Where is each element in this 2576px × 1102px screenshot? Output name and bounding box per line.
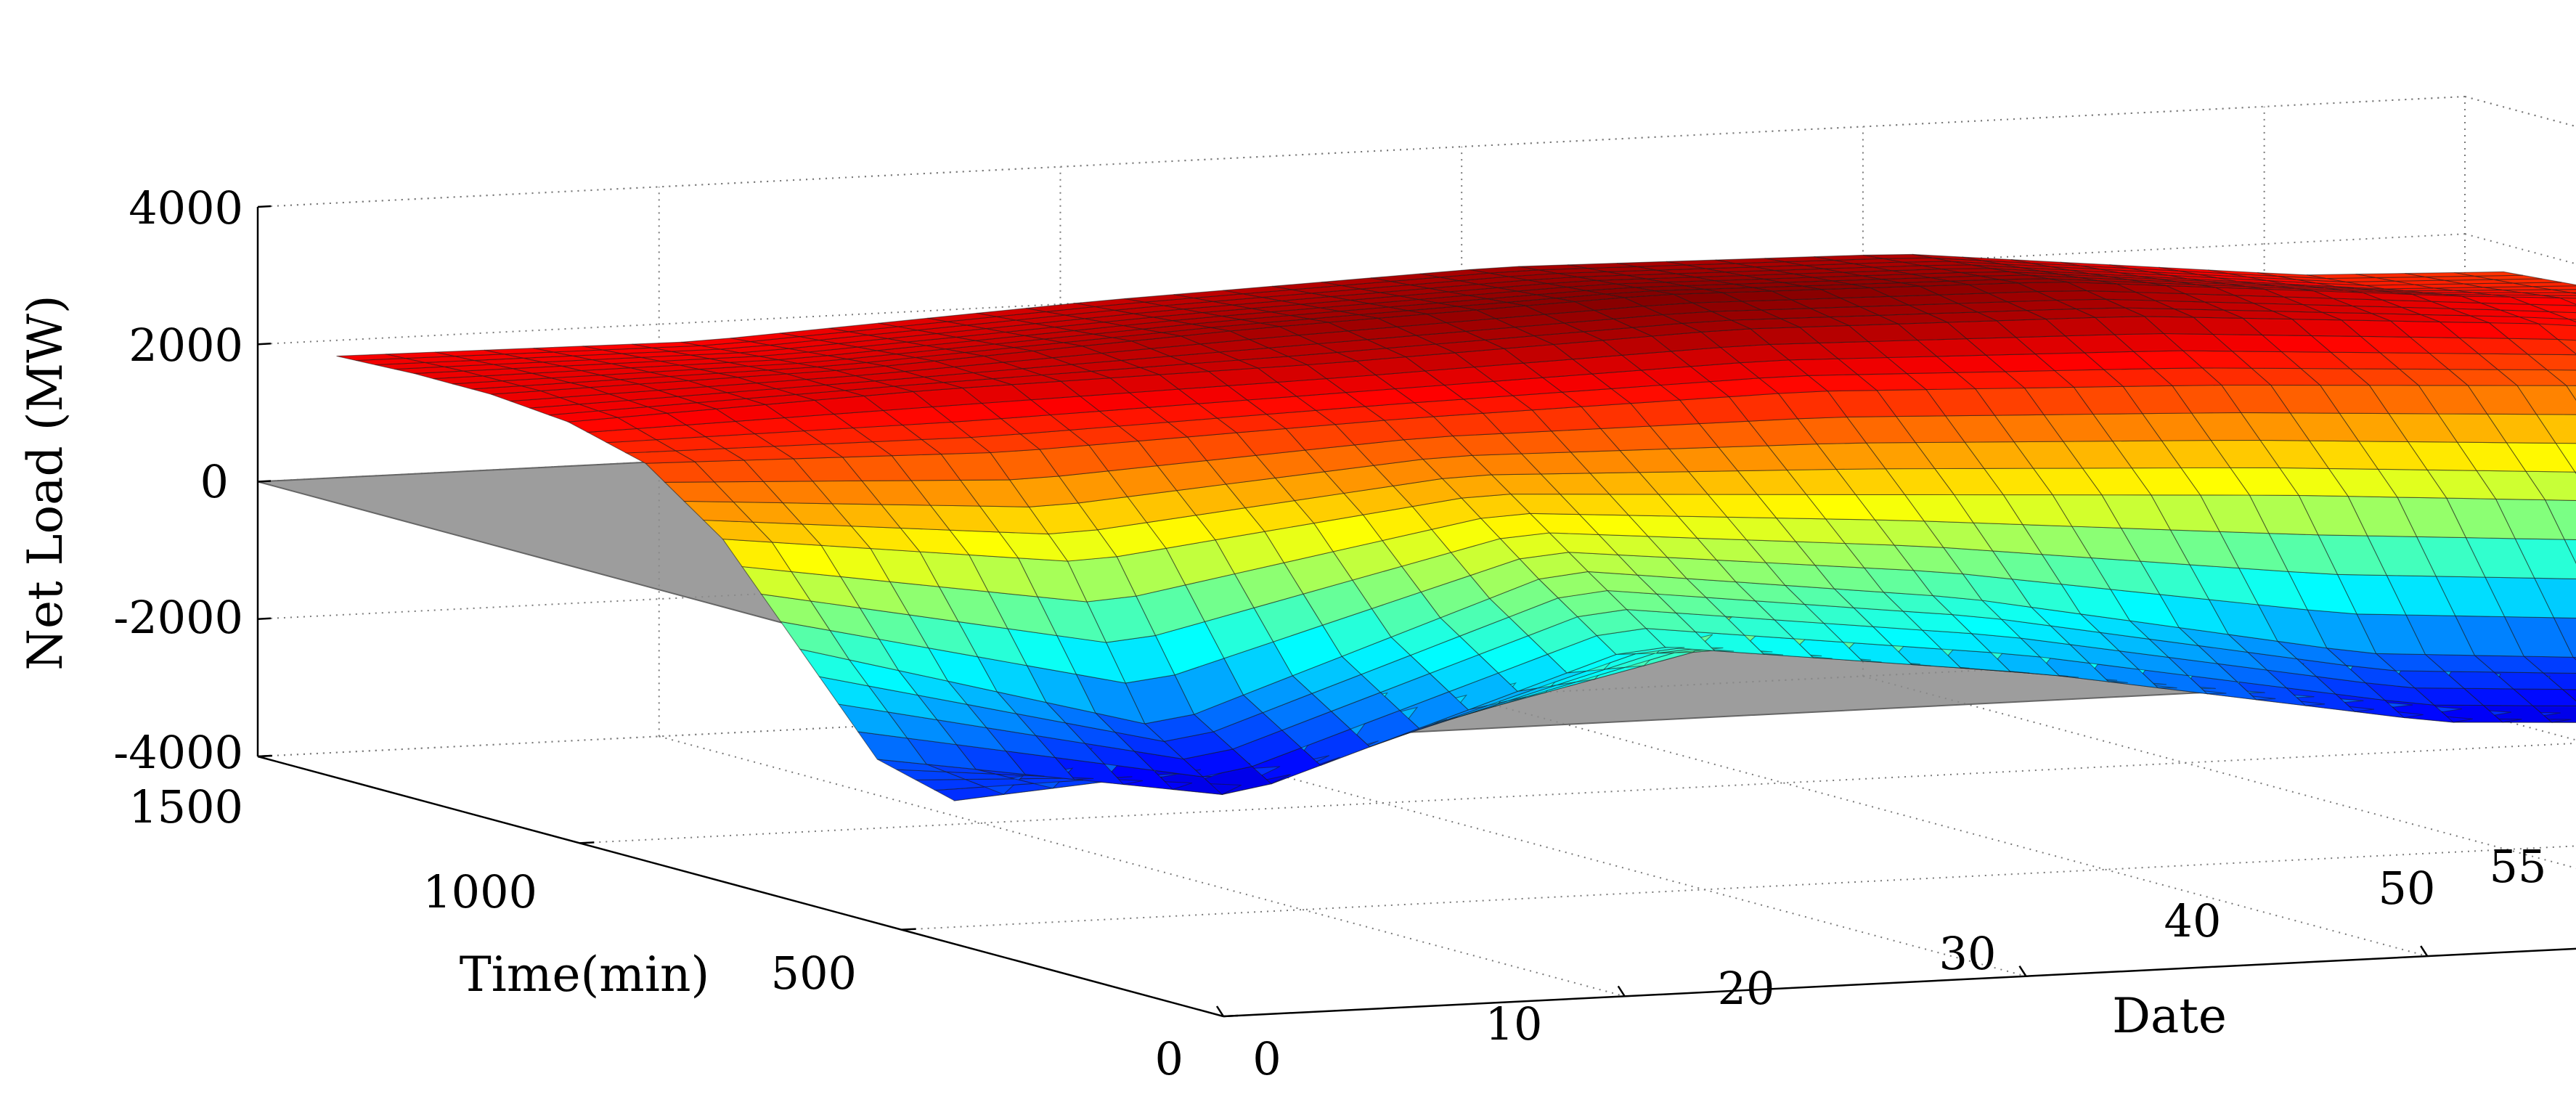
y-tick-mark-1 — [902, 929, 916, 930]
z-axis-title: Net Load (MW) — [17, 295, 73, 670]
y-axis-title: Time(min) — [460, 947, 709, 1003]
x-tick-label-20: 20 — [1718, 962, 1775, 1015]
y-tick-label-500: 500 — [771, 947, 857, 1000]
z-tick-mark-4 — [258, 206, 271, 207]
y-tick-mark-2 — [579, 842, 594, 843]
x-tick-label-30: 30 — [1939, 927, 1997, 980]
floor-grid-line-7 — [1223, 906, 2576, 1016]
y-axis-line — [258, 756, 1223, 1016]
floor-grid-line-3 — [1462, 696, 2427, 956]
x-axis-title: Date — [2112, 988, 2227, 1044]
y-tick-label-1500: 1500 — [129, 780, 243, 833]
x-tick-label-55: 55 — [2490, 840, 2547, 893]
z-tick-label-0: 0 — [200, 455, 229, 508]
z-tick-mark-2 — [258, 481, 271, 482]
y-tick-label-0: 0 — [1155, 1032, 1183, 1085]
z-tick-label-neg4000: -4000 — [113, 726, 243, 779]
z-tick-label-4000: 4000 — [129, 181, 243, 234]
z-tick-mark-3 — [258, 343, 271, 344]
y-tick-label-1000: 1000 — [423, 865, 537, 918]
x-tick-label-0: 0 — [1252, 1032, 1281, 1085]
x-tick-label-50: 50 — [2379, 862, 2436, 915]
x-tick-label-10: 10 — [1485, 997, 1543, 1050]
x-tick-label-40: 40 — [2164, 894, 2222, 947]
floor-grid-line-8 — [902, 820, 2576, 930]
x-axis-line — [1223, 906, 2576, 1016]
z-tick-label-neg2000: -2000 — [113, 591, 243, 644]
z-tick-label-2000: 2000 — [129, 319, 243, 372]
box-top-edge-back — [258, 97, 2465, 207]
